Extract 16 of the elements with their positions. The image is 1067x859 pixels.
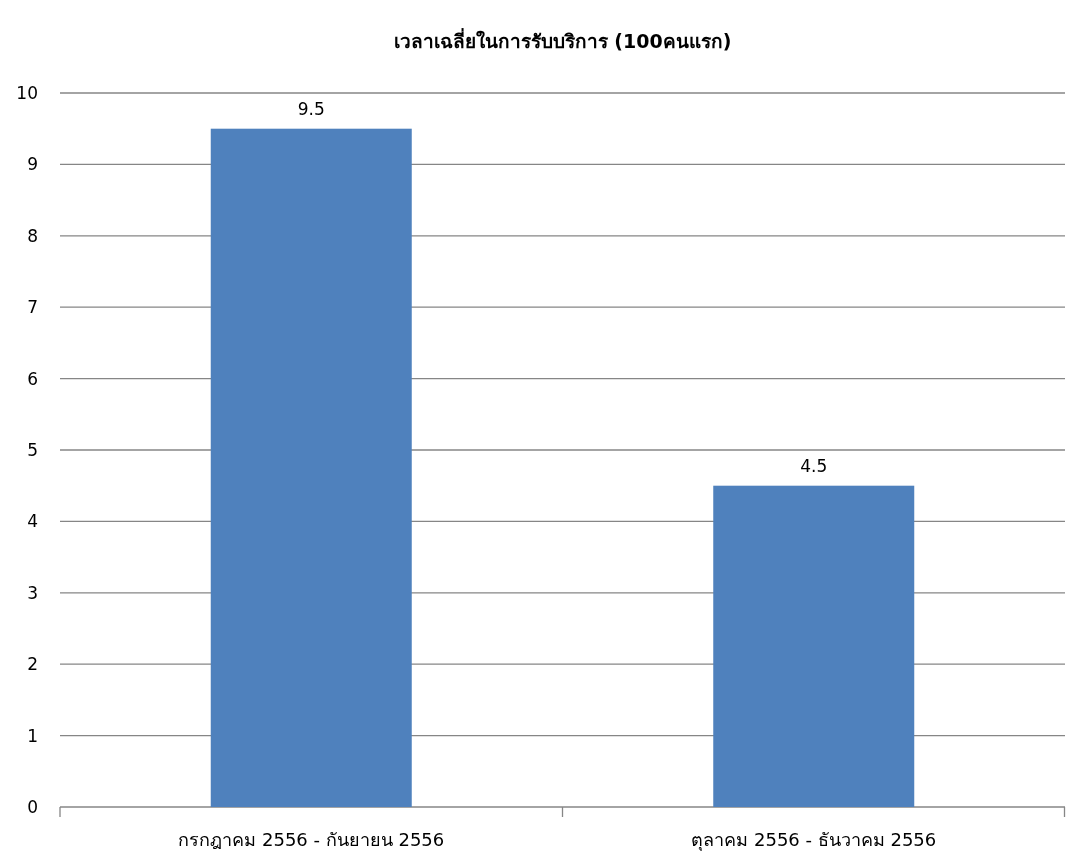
y-tick-label: 6 <box>27 368 38 389</box>
x-tick-label: ตุลาคม 2556 - ธันวาคม 2556 <box>691 829 937 851</box>
y-tick-label: 0 <box>27 797 38 817</box>
y-tick-label: 3 <box>27 582 38 603</box>
y-tick-label: 2 <box>27 654 38 675</box>
y-tick-label: 4 <box>27 511 38 532</box>
y-tick-label: 1 <box>27 725 38 746</box>
y-tick-label: 5 <box>27 440 38 460</box>
chart-title: เวลาเฉลี่ยในการรับบริการ (100คนแรก) <box>393 28 732 52</box>
y-tick-label: 10 <box>16 83 38 103</box>
x-tick-label: กรกฎาคม 2556 - กันยายน 2556 <box>178 829 445 850</box>
y-tick-label: 7 <box>27 297 38 318</box>
data-label: 4.5 <box>800 455 828 476</box>
y-tick-label: 9 <box>27 154 38 175</box>
data-label: 9.5 <box>297 98 325 119</box>
y-tick-label: 8 <box>27 225 38 246</box>
